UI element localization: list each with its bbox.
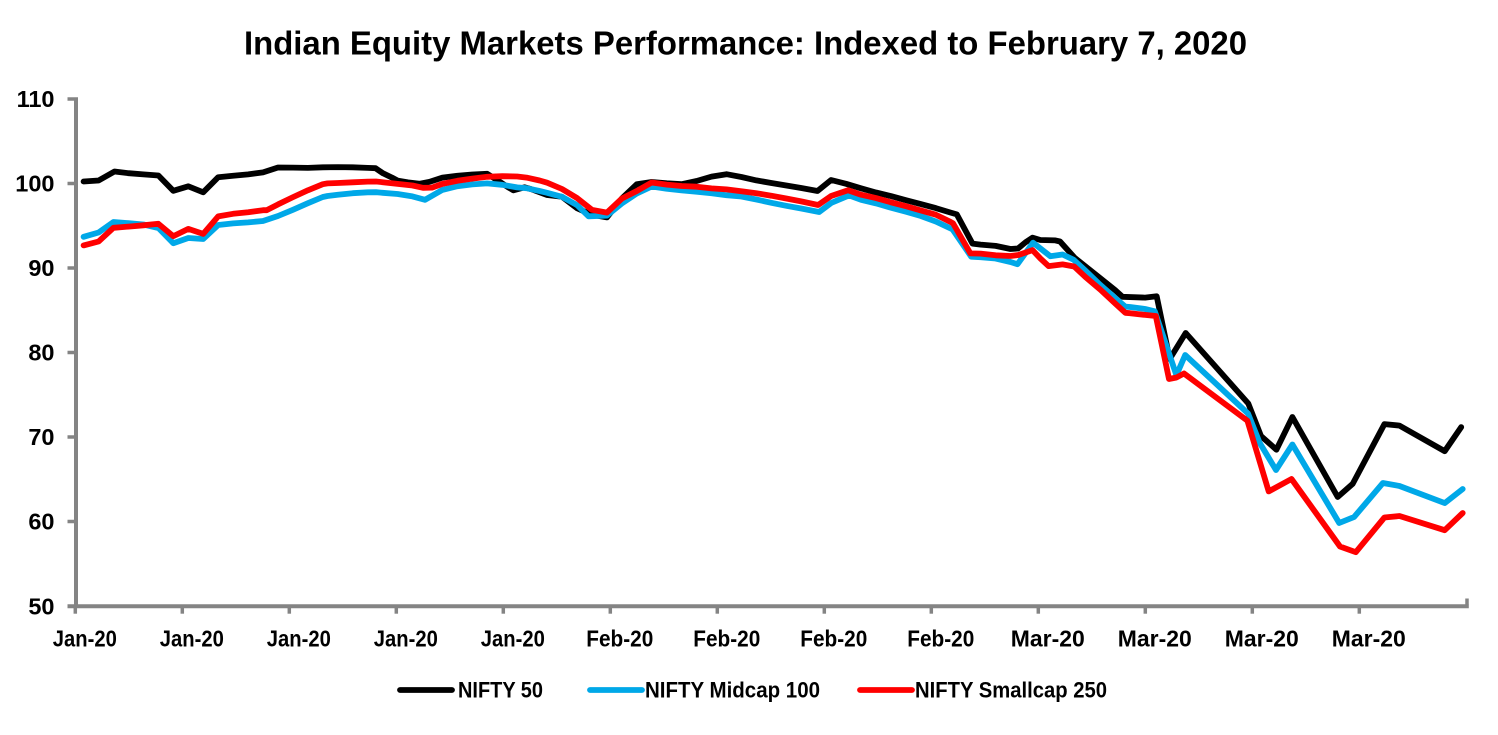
svg-text:110: 110 <box>17 86 55 112</box>
svg-text:100: 100 <box>15 171 54 197</box>
svg-text:NIFTY 50: NIFTY 50 <box>458 677 543 702</box>
svg-text:Mar-20: Mar-20 <box>1011 625 1085 651</box>
svg-text:Mar-20: Mar-20 <box>1225 625 1299 651</box>
svg-text:NIFTY Smallcap 250: NIFTY Smallcap 250 <box>915 677 1107 702</box>
svg-text:Indian Equity Markets Performa: Indian Equity Markets Performance: Index… <box>244 26 1247 63</box>
svg-text:Feb-20: Feb-20 <box>693 625 760 651</box>
svg-text:Feb-20: Feb-20 <box>800 625 867 651</box>
svg-text:Feb-20: Feb-20 <box>586 625 653 651</box>
svg-text:Jan-20: Jan-20 <box>53 625 117 651</box>
svg-text:80: 80 <box>28 340 54 366</box>
svg-text:Feb-20: Feb-20 <box>907 625 974 651</box>
svg-text:Jan-20: Jan-20 <box>267 625 331 651</box>
svg-text:50: 50 <box>28 594 54 620</box>
svg-text:Mar-20: Mar-20 <box>1118 625 1192 651</box>
svg-text:90: 90 <box>28 255 54 281</box>
svg-text:Jan-20: Jan-20 <box>374 625 438 651</box>
svg-text:70: 70 <box>28 424 54 450</box>
svg-text:60: 60 <box>28 509 54 535</box>
svg-text:Jan-20: Jan-20 <box>481 625 545 651</box>
svg-text:Mar-20: Mar-20 <box>1332 625 1406 651</box>
svg-text:Jan-20: Jan-20 <box>160 625 224 651</box>
svg-text:NIFTY Midcap 100: NIFTY Midcap 100 <box>645 677 820 702</box>
